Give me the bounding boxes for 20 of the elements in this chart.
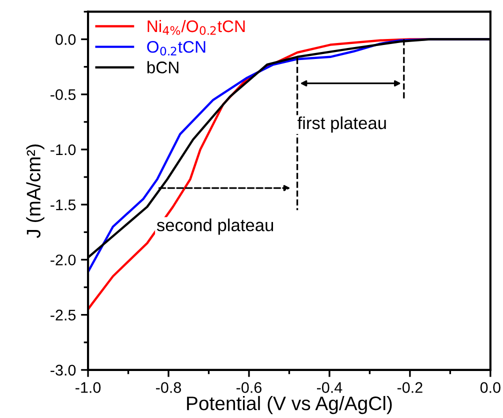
y-tick-label: -0.5: [50, 89, 76, 100]
y-tick-label: 0.0: [56, 34, 76, 45]
y-tick-label: -1.0: [50, 144, 76, 156]
x-axis-title: Potential (V vs Ag/AgCl): [187, 396, 392, 414]
legend-label: Ni$_{4%}$/O$_{0.2}$tCN: [148, 20, 245, 35]
x-tick-label: -1.0: [76, 382, 101, 393]
annotation: first plateau: [298, 116, 386, 133]
y-tick-label: -2.5: [50, 310, 76, 321]
y-tick-label: -3.0: [50, 364, 76, 376]
x-tick-label: -0.6: [236, 382, 262, 393]
x-tick-label: -0.2: [397, 382, 422, 393]
legend-label: bCN: [147, 61, 178, 74]
y-tick-label: -1.5: [50, 200, 76, 210]
x-tick-label: -0.8: [156, 382, 182, 393]
y-tick-label: -2.0: [50, 254, 76, 266]
y-axis-title: J (mA/cm²): [26, 144, 44, 238]
legend-label: O$_{0.2}$tCN: [147, 40, 206, 56]
annotation: second plateau: [156, 218, 274, 235]
x-tick-label: -0.4: [316, 382, 342, 393]
x-tick-label: 0.0: [480, 382, 500, 393]
